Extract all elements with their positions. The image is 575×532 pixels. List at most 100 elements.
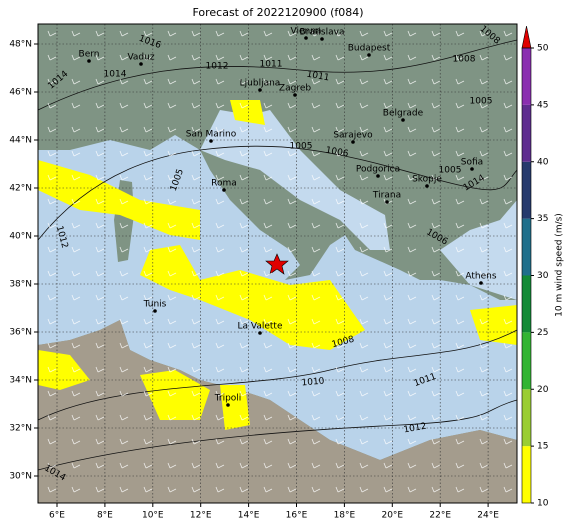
wind-barb — [479, 174, 489, 181]
wind-barb — [311, 198, 321, 205]
wind-barb — [71, 270, 81, 277]
wind-barb — [503, 222, 513, 229]
wind-barb — [95, 174, 105, 181]
wind-barb — [335, 294, 345, 301]
wind-barb — [431, 342, 441, 349]
wind-barb — [311, 30, 321, 37]
wind-barb — [503, 270, 513, 277]
wind-barb — [143, 342, 153, 349]
wind-barb — [287, 438, 297, 445]
wind-barb — [167, 366, 177, 373]
wind-barb — [215, 126, 225, 133]
wind-barb — [47, 30, 57, 37]
map — [37, 23, 518, 504]
wind-barb — [335, 390, 345, 397]
wind-barb — [263, 462, 273, 469]
y-tick-label: 32°N — [9, 424, 32, 434]
wind-barb — [263, 366, 273, 373]
wind-barb — [167, 222, 177, 229]
wind-barb — [431, 198, 441, 205]
wind-barb — [119, 30, 129, 37]
wind-barb — [359, 174, 369, 181]
wind-barb — [479, 294, 489, 301]
wind-barb — [239, 438, 249, 445]
wind-barb — [47, 318, 57, 325]
wind-barb — [239, 390, 249, 397]
wind-barb — [479, 30, 489, 37]
wind-barb — [431, 462, 441, 469]
wind-barb — [191, 126, 201, 133]
title: Forecast of 2022120900 (f084) — [192, 6, 363, 19]
y-tick-label: 48°N — [9, 40, 32, 50]
wind-barb — [407, 30, 417, 37]
wind-barb — [167, 30, 177, 37]
city-dot — [258, 88, 262, 92]
wind-barb — [455, 30, 465, 37]
wind-barb — [191, 438, 201, 445]
wind-barb — [215, 342, 225, 349]
wind-barb — [47, 414, 57, 421]
wind-barb — [335, 78, 345, 85]
wind-barb — [95, 102, 105, 109]
wind-barb — [47, 438, 57, 445]
city-dot — [385, 200, 389, 204]
wind-barb — [263, 486, 273, 493]
wind-barb — [47, 390, 57, 397]
wind-barb — [215, 438, 225, 445]
wind-barb — [287, 150, 297, 157]
wind-barb — [143, 78, 153, 85]
wind-barb — [479, 126, 489, 133]
wind-barb — [407, 294, 417, 301]
wind-barb — [503, 102, 513, 109]
wind-barb — [287, 294, 297, 301]
wind-barb — [407, 222, 417, 229]
wind-barb — [383, 126, 393, 133]
wind-barb — [263, 390, 273, 397]
wind-barb — [47, 150, 57, 157]
wind-barb — [191, 246, 201, 253]
wind-barb — [215, 318, 225, 325]
wind-barb — [119, 102, 129, 109]
wind-barb — [311, 318, 321, 325]
wind-barb — [119, 270, 129, 277]
city-dot — [209, 139, 213, 143]
wind-barb — [311, 54, 321, 61]
x-tick-label: 14°E — [238, 511, 260, 521]
wind-barb — [407, 366, 417, 373]
wind-barb — [383, 222, 393, 229]
y-tick-label: 38°N — [9, 280, 32, 290]
wind-barb — [95, 246, 105, 253]
isobar-label: 1005 — [470, 97, 493, 107]
wind-barb — [383, 342, 393, 349]
city-label: Tunis — [143, 300, 167, 310]
africa-land — [38, 320, 517, 503]
isobar-label: 1014 — [104, 70, 127, 80]
wind-barb — [119, 54, 129, 61]
wind-barb — [143, 126, 153, 133]
wind-barb — [359, 198, 369, 205]
wind-barb — [167, 294, 177, 301]
wind-barb — [263, 102, 273, 109]
wind-barb — [455, 126, 465, 133]
wind-barb — [71, 30, 81, 37]
wind-barb — [335, 30, 345, 37]
wind-barb — [119, 78, 129, 85]
city-dot — [222, 188, 226, 192]
wind-barb — [167, 342, 177, 349]
wind-barb — [287, 174, 297, 181]
wind-barb — [503, 174, 513, 181]
city-dot — [87, 59, 91, 63]
wind-barb — [143, 366, 153, 373]
wind-barb — [335, 486, 345, 493]
city-dot — [304, 36, 308, 40]
wind-barb — [383, 414, 393, 421]
colorbar-extend — [521, 25, 532, 49]
wind-barb — [359, 462, 369, 469]
wind-barb — [431, 270, 441, 277]
wind-barb — [95, 342, 105, 349]
wind-barb — [287, 318, 297, 325]
wind-barb — [239, 342, 249, 349]
wind-barb — [239, 462, 249, 469]
wind-barb — [263, 78, 273, 85]
city-label: Vaduz — [127, 53, 154, 63]
